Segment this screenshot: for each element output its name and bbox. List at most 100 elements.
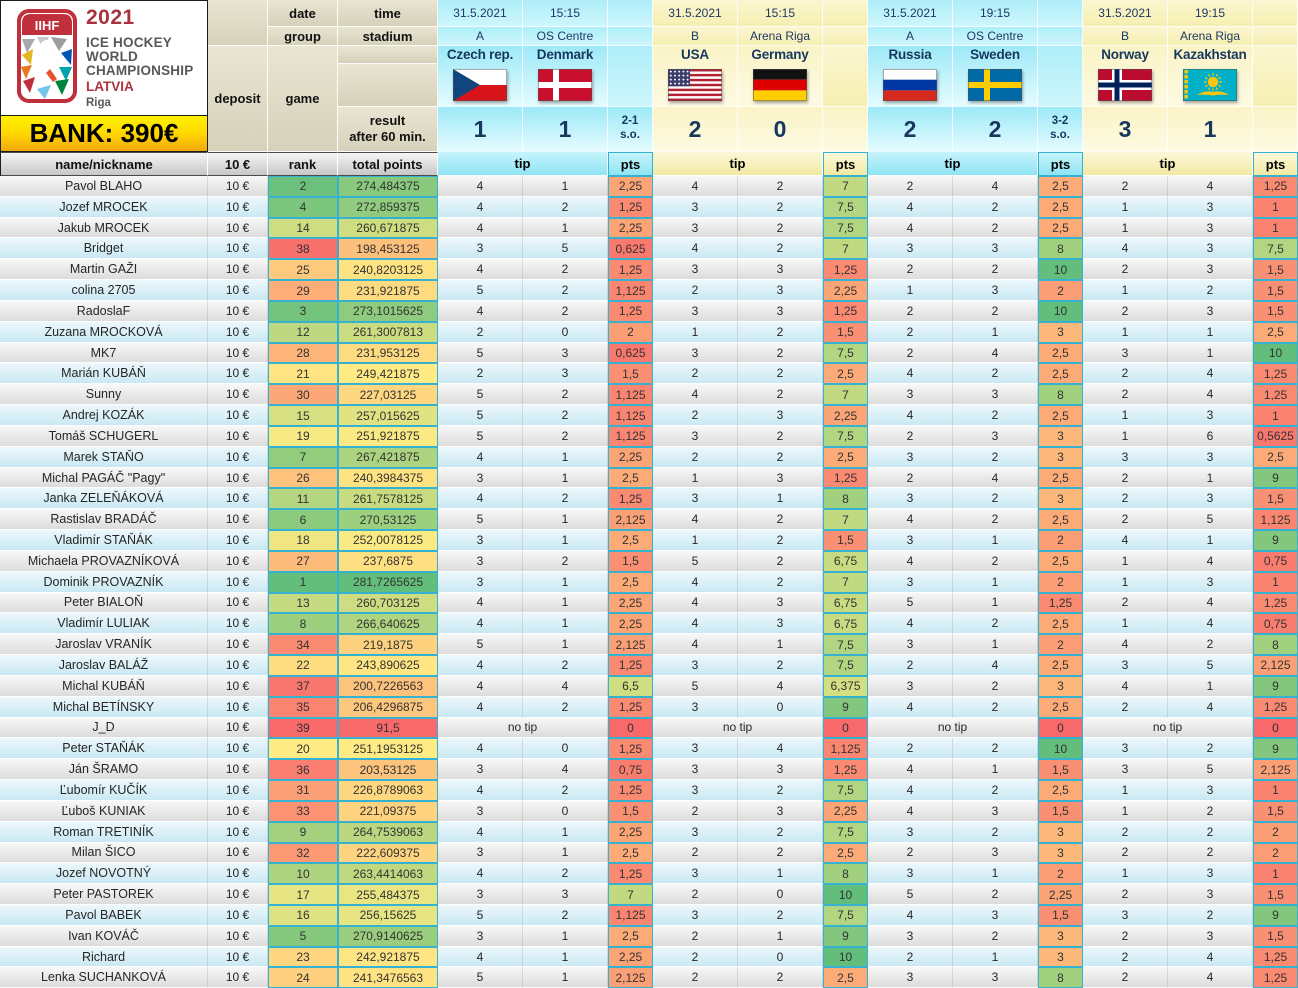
tip-away-cell[interactable]: 2 (953, 550, 1038, 572)
tip-home-cell[interactable]: 1 (1083, 800, 1168, 822)
deposit-cell[interactable]: 10 € (208, 696, 268, 718)
player-name-cell[interactable]: Jakub MROCEK (0, 217, 208, 239)
rank-cell[interactable]: 3 (268, 300, 338, 322)
tip-away-cell[interactable]: 2 (523, 696, 608, 718)
player-name-cell[interactable]: Marián KUBÁŇ (0, 363, 208, 385)
tip-away-cell[interactable]: 2 (953, 196, 1038, 218)
pts-cell[interactable]: 1,5 (608, 363, 653, 385)
tip-home-cell[interactable]: 2 (438, 363, 523, 385)
pts-cell[interactable]: 8 (1038, 384, 1083, 406)
tip-away-cell[interactable]: 3 (1168, 300, 1253, 322)
total-points-cell[interactable]: 281,7265625 (338, 571, 438, 593)
pts-cell[interactable]: 6,75 (823, 550, 868, 572)
match-stadium-cell[interactable]: OS Centre (523, 27, 608, 46)
deposit-cell[interactable]: 10 € (208, 717, 268, 739)
pts-cell[interactable]: 9 (1253, 530, 1298, 551)
tip-away-cell[interactable]: 3 (738, 405, 823, 426)
rank-cell[interactable]: 26 (268, 467, 338, 489)
tip-home-cell[interactable]: 2 (868, 738, 953, 760)
tip-home-cell[interactable]: 4 (653, 509, 738, 531)
tip-home-cell[interactable]: 3 (653, 300, 738, 322)
tip-home-cell[interactable]: 3 (1083, 342, 1168, 364)
player-name-cell[interactable]: Pavol BLAHO (0, 176, 208, 197)
pts-cell[interactable]: 2,25 (608, 592, 653, 614)
tip-away-cell[interactable]: 5 (523, 238, 608, 260)
tip-away-cell[interactable]: 1 (953, 946, 1038, 968)
pts-cell[interactable]: 2 (1253, 842, 1298, 864)
rank-cell[interactable]: 23 (268, 946, 338, 968)
pts-cell[interactable]: 1,25 (1253, 967, 1298, 988)
tip-away-cell[interactable]: 0 (738, 946, 823, 968)
pts-cell[interactable]: 1,5 (1038, 759, 1083, 781)
pts-cell[interactable]: 1,5 (823, 530, 868, 551)
tip-home-cell[interactable]: 4 (438, 300, 523, 322)
tip-away-cell[interactable]: 2 (738, 821, 823, 843)
tip-away-cell[interactable]: 1 (523, 217, 608, 239)
tip-away-cell[interactable]: 3 (953, 904, 1038, 926)
tip-away-cell[interactable]: 0 (523, 738, 608, 760)
tip-away-cell[interactable]: 3 (738, 300, 823, 322)
pts-cell[interactable]: 2,5 (823, 446, 868, 468)
tip-home-cell[interactable]: 5 (438, 509, 523, 531)
match-spacer-cell[interactable] (608, 27, 653, 46)
pts-cell[interactable]: 2,5 (1038, 780, 1083, 801)
pts-cell[interactable]: 2,25 (608, 176, 653, 197)
player-name-cell[interactable]: Michal KUBÁŇ (0, 675, 208, 697)
tip-away-cell[interactable]: 3 (738, 613, 823, 635)
away-result-cell[interactable]: 0 (738, 107, 823, 152)
pts-cell[interactable]: 3 (1038, 446, 1083, 468)
total-points-cell[interactable]: 203,53125 (338, 759, 438, 781)
tip-home-cell[interactable]: 3 (1083, 738, 1168, 760)
player-name-cell[interactable]: Tomáš SCHUGERL (0, 425, 208, 447)
time-header-cell[interactable]: time (338, 0, 438, 27)
tip-away-cell[interactable]: 1 (523, 842, 608, 864)
tip-away-cell[interactable]: 3 (1168, 884, 1253, 905)
tip-away-cell[interactable]: 1 (1168, 530, 1253, 551)
tip-away-cell[interactable]: 2 (738, 446, 823, 468)
match-time-cell[interactable]: 15:15 (738, 0, 823, 27)
match-spacer-cell[interactable] (1253, 46, 1298, 107)
tip-away-cell[interactable]: 4 (523, 675, 608, 697)
tip-home-cell[interactable]: 2 (1083, 925, 1168, 947)
player-name-cell[interactable]: Andrej KOZÁK (0, 405, 208, 426)
pts-cell[interactable]: 1 (1253, 863, 1298, 885)
pts-header-cell[interactable]: pts (1253, 152, 1298, 176)
tip-home-cell[interactable]: 5 (438, 280, 523, 301)
tip-away-cell[interactable]: 2 (953, 446, 1038, 468)
tip-away-cell[interactable]: 3 (1168, 488, 1253, 510)
tip-away-cell[interactable]: 2 (953, 696, 1038, 718)
tip-away-cell[interactable]: 4 (953, 176, 1038, 197)
tip-away-cell[interactable]: 1 (523, 530, 608, 551)
pts-cell[interactable]: 1,5 (1038, 800, 1083, 822)
pts-cell[interactable]: 1 (1253, 196, 1298, 218)
tip-home-cell[interactable]: 2 (868, 300, 953, 322)
pts-cell[interactable]: 2,5 (608, 530, 653, 551)
tip-home-cell[interactable]: 4 (438, 696, 523, 718)
pts-cell[interactable]: 2 (1038, 280, 1083, 301)
pts-cell[interactable]: 2,25 (823, 800, 868, 822)
tip-away-cell[interactable]: 4 (1168, 176, 1253, 197)
pts-cell[interactable]: 7,5 (1253, 238, 1298, 260)
deposit-header-cell[interactable]: deposit (208, 46, 268, 152)
home-result-cell[interactable]: 2 (653, 107, 738, 152)
deposit-cell[interactable]: 10 € (208, 196, 268, 218)
pts-cell[interactable]: 2,5 (1038, 196, 1083, 218)
tip-away-cell[interactable]: 0 (738, 884, 823, 905)
rank-cell[interactable]: 25 (268, 259, 338, 281)
match-stadium-cell[interactable]: Arena Riga (738, 27, 823, 46)
tip-away-cell[interactable]: 2 (523, 405, 608, 426)
pts-cell[interactable]: 1,25 (608, 488, 653, 510)
tip-away-cell[interactable]: 1 (523, 821, 608, 843)
tip-away-cell[interactable]: 1 (523, 946, 608, 968)
pts-cell[interactable]: 2,5 (1038, 467, 1083, 489)
tip-away-cell[interactable]: 2 (738, 842, 823, 864)
tip-away-cell[interactable]: 6 (1168, 425, 1253, 447)
tip-home-cell[interactable]: 3 (438, 530, 523, 551)
pts-cell[interactable]: 2,125 (608, 509, 653, 531)
tip-header-cell[interactable]: tip (868, 152, 1038, 176)
tip-home-cell[interactable]: 4 (868, 363, 953, 385)
tip-away-cell[interactable]: 3 (523, 363, 608, 385)
total-points-cell[interactable]: 91,5 (338, 717, 438, 739)
tip-home-cell[interactable]: 4 (868, 217, 953, 239)
tip-header-cell[interactable]: tip (1083, 152, 1253, 176)
